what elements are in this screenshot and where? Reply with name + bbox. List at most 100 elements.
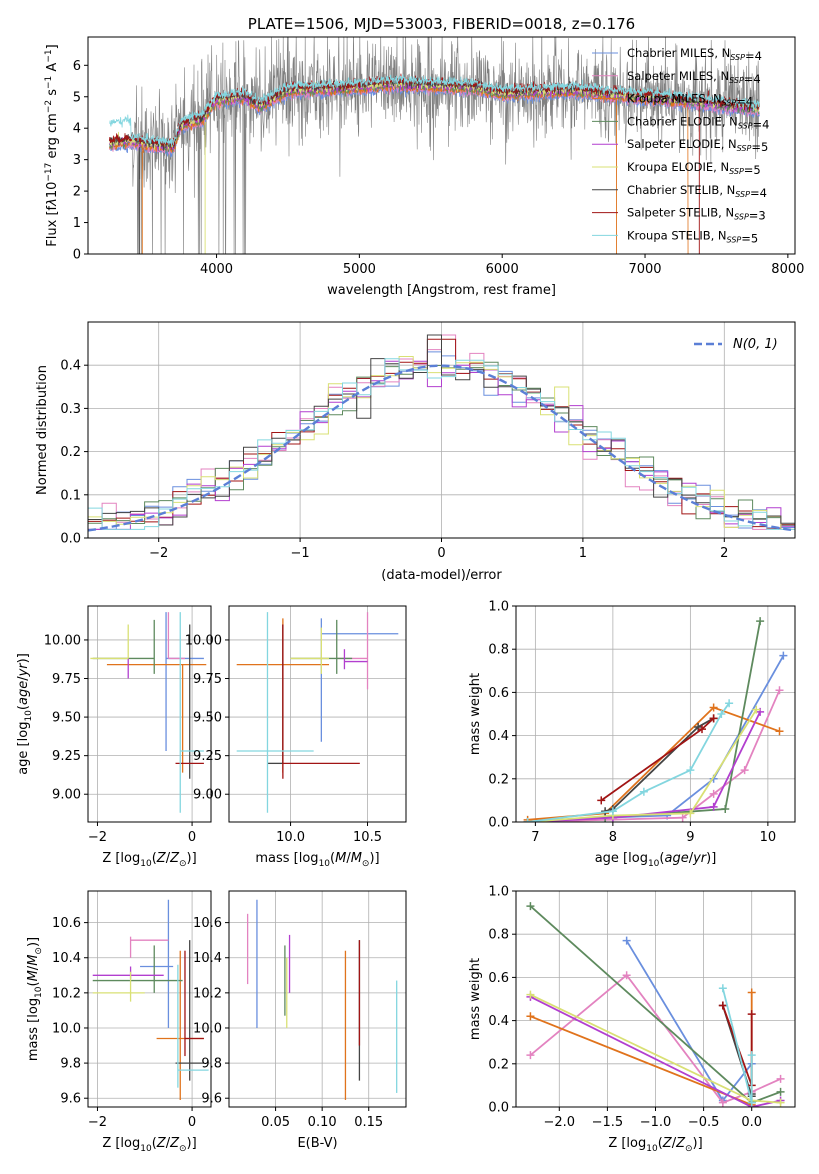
series-marker bbox=[775, 727, 784, 736]
error-bar-point bbox=[167, 612, 185, 660]
x-tick-label: 7000 bbox=[628, 262, 661, 277]
y-tick-label: 9.00 bbox=[52, 788, 81, 803]
series-marker bbox=[776, 1098, 785, 1107]
y-tick-label: 10.4 bbox=[193, 951, 222, 966]
x-tick-label: 0.15 bbox=[354, 1115, 383, 1130]
series-marker bbox=[779, 651, 788, 660]
series-marker bbox=[747, 1098, 756, 1107]
y-tick-label: 0.2 bbox=[60, 445, 81, 460]
x-tick-label: −2.0 bbox=[544, 1115, 576, 1130]
y-tick-label: 0.4 bbox=[488, 729, 509, 744]
y-tick-label: 0.2 bbox=[488, 772, 509, 787]
y-tick-label: 9.8 bbox=[201, 1057, 222, 1072]
grid bbox=[88, 606, 211, 822]
panel-5: −2 0 9.6 9.8 10.0 10.2 10.4 10.6 Z [log10(Z/Z⊙)]… bbox=[26, 890, 212, 1154]
series-marker bbox=[622, 936, 631, 945]
series-marker bbox=[709, 789, 718, 798]
x-axis-label: Z [log10(Z/Z⊙)] bbox=[102, 851, 196, 869]
x-tick-label: 0 bbox=[188, 830, 196, 845]
series-marker bbox=[776, 1074, 785, 1083]
panel-6: 0.05 0.10 0.15 9.6 9.8 10.0 10.2 10.4 10.6 E(B-V) bbox=[193, 890, 407, 1151]
error-bar-point bbox=[184, 950, 204, 1057]
error-bar-point bbox=[290, 627, 330, 674]
error-bar-point bbox=[236, 612, 314, 813]
error-bar-point bbox=[267, 624, 284, 765]
y-tick-label: 9.25 bbox=[193, 749, 222, 764]
y-tick-label: 9.00 bbox=[193, 788, 222, 803]
y-tick-label: 9.6 bbox=[201, 1092, 222, 1107]
y-axis-label: mass [log10(M/M⊙)] bbox=[26, 937, 44, 1061]
series-line bbox=[721, 987, 753, 1103]
series-marker bbox=[597, 796, 606, 805]
y-tick-label: 0.6 bbox=[488, 686, 509, 701]
y-tick-label: 10.00 bbox=[185, 633, 222, 648]
plot-area bbox=[523, 617, 788, 822]
y-tick-label: 0.0 bbox=[488, 816, 509, 831]
histogram-series bbox=[88, 334, 795, 526]
y-tick-label: 0.4 bbox=[488, 1014, 509, 1029]
y-tick-label: 9.75 bbox=[193, 672, 222, 687]
x-axis-label: E(B-V) bbox=[297, 1136, 337, 1151]
panel-2: −2 0 9.00 9.25 9.50 9.75 10.00 Z [log10(Z/Z⊙)] a… bbox=[16, 605, 212, 869]
series-line bbox=[527, 655, 785, 822]
panel-0: 4000 5000 6000 7000 8000 0 1 2 3 4 5 6 PLATE=1506, M… bbox=[44, 15, 804, 298]
series-line bbox=[527, 702, 730, 822]
y-tick-label: 10.4 bbox=[52, 951, 81, 966]
series-marker bbox=[686, 766, 695, 775]
y-tick-label: 1.0 bbox=[488, 885, 509, 900]
x-tick-label: −0.5 bbox=[688, 1115, 720, 1130]
error-bar-point bbox=[90, 624, 129, 660]
grid bbox=[229, 606, 406, 822]
x-tick-label: 1 bbox=[579, 546, 587, 561]
y-tick-label: 0.8 bbox=[488, 928, 509, 943]
mass-weight-series bbox=[526, 971, 785, 1107]
y-tick-label: 0.8 bbox=[488, 643, 509, 658]
y-axis-label: mass weight bbox=[468, 673, 483, 755]
x-axis-label: (data-model)/error bbox=[381, 568, 502, 583]
x-axis-label: Z [log10(Z/Z⊙)] bbox=[608, 1136, 702, 1154]
y-tick-label: 9.6 bbox=[60, 1092, 81, 1107]
legend-entry: Chabrier STELIB, NSSP=4 bbox=[627, 183, 767, 200]
legend-entry: Kroupa ELODIE, NSSP=5 bbox=[627, 160, 761, 177]
plot-area bbox=[92, 899, 209, 1100]
plot-area bbox=[246, 899, 398, 1100]
x-axis-label: age [log10(age/yr)] bbox=[595, 851, 717, 869]
series-marker bbox=[775, 686, 784, 695]
error-bar-point bbox=[92, 619, 155, 674]
x-tick-label: −2 bbox=[88, 830, 107, 845]
grid bbox=[516, 890, 795, 1108]
x-tick-label: −2 bbox=[149, 546, 168, 561]
series-line bbox=[527, 709, 758, 822]
legend-entry: Salpeter ELODIE, NSSP=5 bbox=[627, 137, 768, 154]
model-spectrum bbox=[109, 73, 760, 150]
series-marker bbox=[718, 984, 727, 993]
y-tick-label: 9.8 bbox=[60, 1057, 81, 1072]
series-line bbox=[527, 711, 761, 822]
error-bar-point bbox=[282, 624, 360, 779]
series-marker bbox=[718, 1098, 727, 1107]
series-marker bbox=[752, 705, 761, 714]
histogram-series bbox=[88, 358, 795, 530]
y-axis-label: age [log10(age/yr)] bbox=[16, 653, 34, 775]
x-tick-label: 6000 bbox=[486, 262, 519, 277]
legend-entry: Chabrier MILES, NSSP=4 bbox=[627, 46, 762, 63]
y-tick-label: 10.00 bbox=[44, 633, 81, 648]
series-marker bbox=[523, 818, 532, 822]
y-tick-label: 2 bbox=[73, 185, 81, 200]
legend: N(0, 1) bbox=[694, 337, 778, 352]
x-tick-label: −1.0 bbox=[640, 1115, 672, 1130]
series-marker bbox=[709, 703, 718, 712]
series-marker bbox=[740, 766, 749, 775]
error-bar-point bbox=[177, 964, 209, 1088]
error-bar-point bbox=[336, 612, 369, 690]
x-tick-label: 10.0 bbox=[276, 830, 305, 845]
series-marker bbox=[639, 787, 648, 796]
series-marker bbox=[717, 710, 726, 718]
y-tick-label: 0.2 bbox=[488, 1057, 509, 1072]
x-tick-label: 8000 bbox=[771, 262, 804, 277]
series-marker bbox=[709, 714, 718, 723]
series-marker bbox=[526, 902, 535, 911]
y-tick-label: 0.6 bbox=[488, 971, 509, 986]
y-axis-label: Flux [fλ10−17 erg cm−2 s−1 A−1] bbox=[44, 44, 60, 246]
x-tick-label: 5000 bbox=[343, 262, 376, 277]
